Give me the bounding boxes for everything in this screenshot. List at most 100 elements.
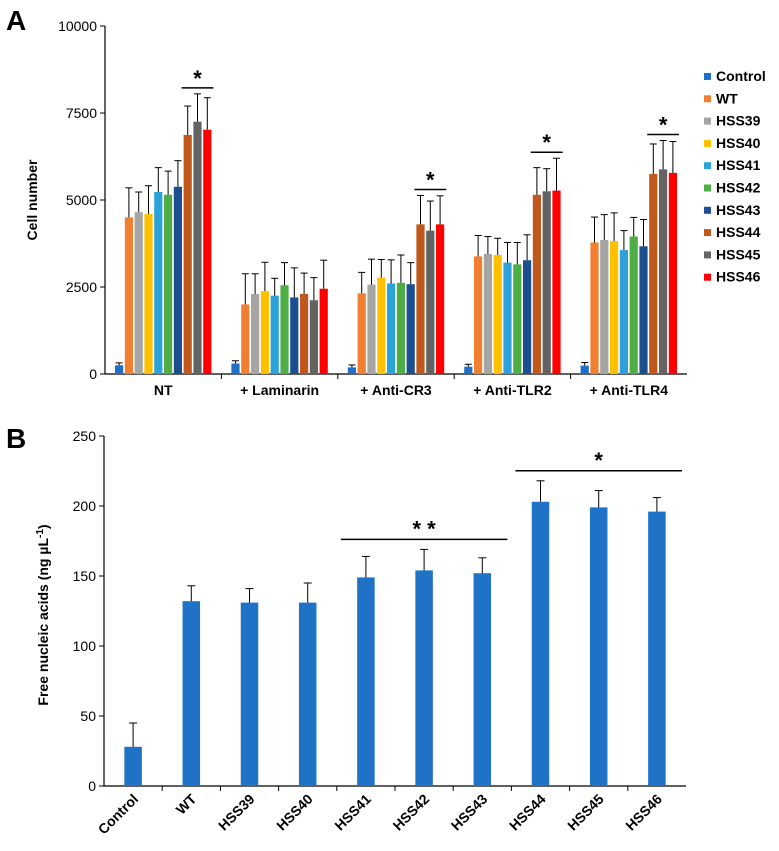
chart-a-legend-label: WT: [716, 90, 738, 106]
chart-a-bar-hss44-3: [416, 224, 425, 374]
chart-a-bar-hss46-5: [668, 172, 677, 374]
chart-a-significance-star: *: [659, 112, 668, 137]
chart-a-bar-wt-1: [124, 217, 133, 374]
chart-a-legend-label: HSS43: [716, 202, 761, 218]
chart-a-bar-hss41-4: [503, 262, 512, 374]
chart-a-bar-hss39-2: [251, 293, 260, 374]
chart-a-bar-hss40-5: [610, 241, 619, 374]
chart-a-y-tick-label: 5000: [66, 192, 97, 208]
chart-a-cell-number: 0 2500 5000 7500 10000 Cell number NT + Laminar…: [24, 18, 687, 398]
chart-a-legend-swatch-hss39: [704, 117, 711, 125]
chart-a-bar-hss45-2: [309, 300, 318, 374]
chart-a-bar-hss42-4: [513, 264, 522, 374]
chart-a-significance-star: *: [542, 130, 551, 155]
chart-a-bar-hss40-4: [493, 254, 502, 374]
chart-b-y-axis-label: Free nucleic acids (ng µL-1): [35, 524, 51, 705]
chart-a-legend-swatch-wt: [704, 95, 711, 103]
chart-a-legend-swatch-hss40: [704, 139, 711, 147]
chart-a-bar-wt-5: [590, 242, 599, 374]
chart-b-y-axis-label-close: ): [35, 524, 51, 529]
chart-a-legend-label: HSS42: [716, 180, 761, 196]
chart-a-legend: Control WT HSS39 HSS40 HSS41 HSS42 HSS43 HSS44 H…: [704, 68, 766, 285]
chart-b-category-label: HSS43: [448, 791, 491, 834]
chart-b-bar-hss40: [298, 602, 317, 786]
chart-a-y-tick-label: 2500: [66, 279, 97, 295]
chart-a-bar-hss45-4: [542, 191, 551, 374]
chart-a-legend-swatch-hss41: [704, 162, 711, 170]
chart-a-bar-hss42-3: [396, 282, 405, 374]
chart-a-bar-hss44-5: [649, 173, 658, 374]
chart-a-y-tick-label: 0: [89, 366, 97, 382]
chart-a-category-label: NT: [154, 382, 173, 398]
chart-a-bar-hss45-5: [659, 169, 668, 374]
chart-a-bar-hss39-3: [367, 284, 376, 374]
chart-a-legend-label: HSS40: [716, 135, 761, 151]
chart-a-legend-swatch-hss43: [704, 206, 711, 214]
chart-a-bar-hss43-3: [406, 284, 415, 374]
panel-a-letter: A: [6, 5, 26, 36]
chart-a-bar-hss39-4: [483, 253, 492, 374]
chart-b-category-label: HSS39: [215, 791, 258, 834]
chart-b-y-axis-label-superscript: -1: [35, 529, 46, 538]
chart-a-legend-label: HSS45: [716, 246, 761, 262]
chart-b-bar-hss45: [589, 507, 608, 786]
chart-a-bar-control-4: [464, 366, 473, 374]
chart-b-y-tick-label: 50: [80, 708, 96, 724]
chart-a-bar-wt-4: [474, 256, 483, 374]
chart-a-bar-hss41-2: [270, 295, 279, 374]
chart-a-bar-hss40-3: [377, 277, 386, 374]
chart-a-legend-label: HSS46: [716, 269, 761, 285]
chart-a-bar-wt-2: [241, 304, 250, 374]
chart-b-significance-star: * *: [412, 516, 436, 541]
chart-a-bar-hss46-4: [552, 190, 561, 374]
chart-a-significance-star: *: [426, 167, 435, 192]
chart-a-bar-hss42-5: [629, 236, 638, 374]
chart-a-bar-hss41-1: [154, 191, 163, 374]
chart-b-bar-wt: [182, 601, 201, 786]
chart-a-bar-hss40-1: [144, 213, 153, 374]
chart-a-bar-hss45-1: [193, 121, 202, 374]
chart-a-bar-hss43-2: [290, 297, 299, 374]
chart-a-significance-star: *: [193, 66, 202, 91]
chart-b-category-label: HSS45: [564, 791, 607, 834]
chart-b-category-label: HSS44: [506, 791, 549, 834]
chart-b-bar-hss43: [473, 573, 492, 786]
chart-a-bar-hss46-2: [319, 288, 328, 374]
chart-a-category-label: + Laminarin: [240, 382, 319, 398]
chart-b-free-nucleic-acids: 0 50 100 150 200 250 Free nucleic acids (ng µL…: [35, 428, 686, 837]
chart-a-bar-hss44-4: [532, 194, 541, 374]
chart-a-bar-hss39-5: [600, 240, 609, 374]
chart-a-legend-swatch-hss45: [704, 251, 711, 259]
chart-a-bar-hss46-1: [203, 129, 212, 374]
chart-a-bar-wt-3: [357, 293, 366, 374]
chart-a-legend-label: HSS41: [716, 157, 761, 173]
chart-b-y-tick-label: 100: [73, 638, 97, 654]
chart-a-bar-hss43-1: [173, 186, 182, 374]
chart-b-category-label: HSS40: [273, 791, 316, 834]
chart-b-bar-hss41: [357, 577, 375, 786]
chart-a-bar-hss41-3: [387, 283, 396, 374]
chart-a-legend-swatch-hss46: [704, 273, 711, 281]
chart-a-bar-control-3: [347, 367, 356, 374]
chart-a-bar-control-5: [580, 365, 589, 374]
chart-b-bar-hss46: [648, 511, 666, 786]
chart-a-bar-control-2: [231, 363, 240, 374]
chart-b-significance-star: *: [594, 448, 603, 473]
chart-a-y-tick-label: 7500: [66, 105, 97, 121]
chart-a-bar-hss44-1: [183, 134, 192, 374]
chart-a-bar-hss43-4: [523, 260, 532, 374]
chart-a-bar-hss46-3: [436, 224, 445, 374]
chart-a-legend-swatch-hss42: [704, 184, 711, 192]
chart-b-y-tick-label: 150: [73, 568, 97, 584]
chart-b-y-tick-label: 250: [73, 428, 97, 444]
chart-a-bar-control-1: [115, 365, 124, 374]
chart-a-y-tick-label: 10000: [58, 18, 97, 34]
chart-a-bar-hss43-5: [639, 246, 648, 374]
chart-b-bar-hss39: [240, 602, 259, 786]
chart-a-category-label: + Anti-CR3: [360, 382, 432, 398]
chart-a-legend-swatch-hss44: [704, 229, 711, 237]
chart-a-legend-label: Control: [716, 68, 766, 84]
chart-a-bar-hss42-2: [280, 285, 289, 374]
chart-b-y-tick-label: 200: [73, 498, 97, 514]
